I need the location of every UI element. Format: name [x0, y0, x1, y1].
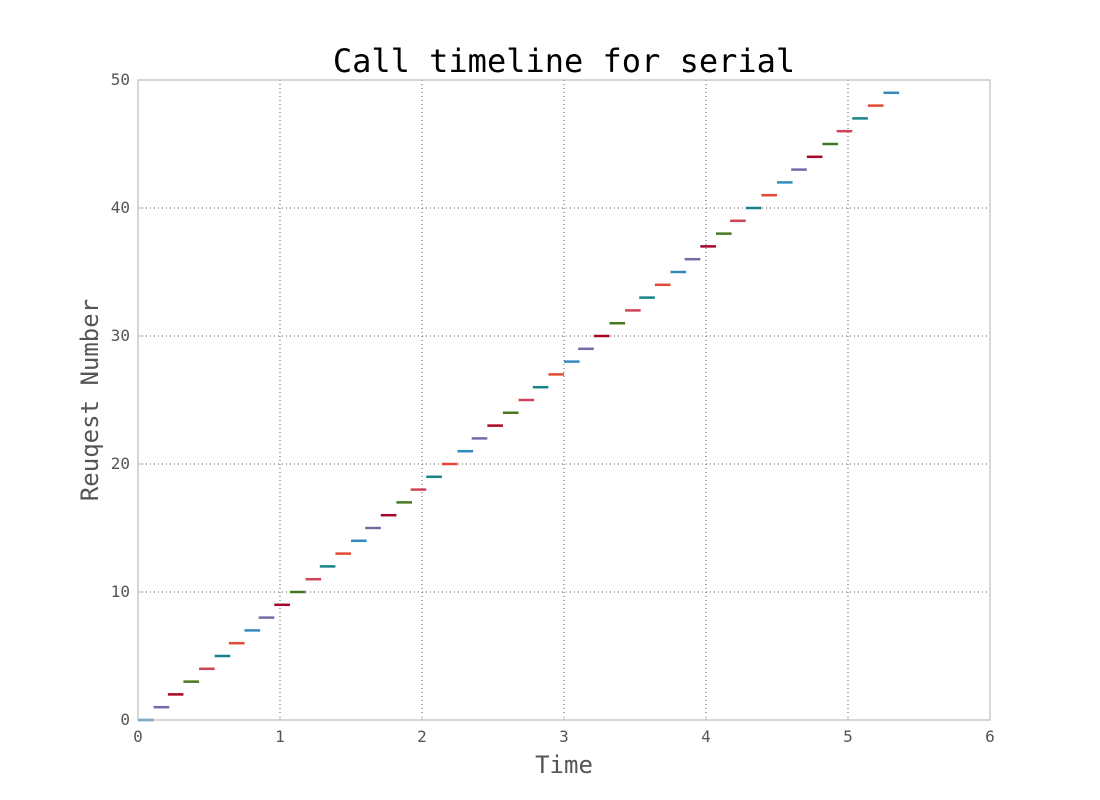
- x-axis-label: Time: [535, 751, 593, 779]
- timeline-segments: [138, 91, 900, 722]
- y-tick-label: 20: [111, 454, 130, 473]
- x-tick-label: 0: [133, 727, 143, 746]
- grid-lines: [138, 80, 990, 720]
- x-tick-label: 6: [985, 727, 995, 746]
- y-tick-label: 40: [111, 198, 130, 217]
- x-tick-label: 1: [275, 727, 285, 746]
- y-tick-label: 30: [111, 326, 130, 345]
- y-axis-label: Reuqest Number: [76, 299, 104, 501]
- y-axis-ticks: 0 10 20 30 40 50: [111, 70, 142, 729]
- x-axis-ticks: 0 1 2 3 4 5 6: [133, 716, 995, 746]
- y-tick-label: 50: [111, 70, 130, 89]
- x-tick-label: 4: [701, 727, 711, 746]
- y-tick-label: 0: [120, 710, 130, 729]
- x-tick-label: 5: [843, 727, 853, 746]
- chart-title: Call timeline for serial: [333, 42, 795, 80]
- y-tick-label: 10: [111, 582, 130, 601]
- x-tick-label: 3: [559, 727, 569, 746]
- x-tick-label: 2: [417, 727, 427, 746]
